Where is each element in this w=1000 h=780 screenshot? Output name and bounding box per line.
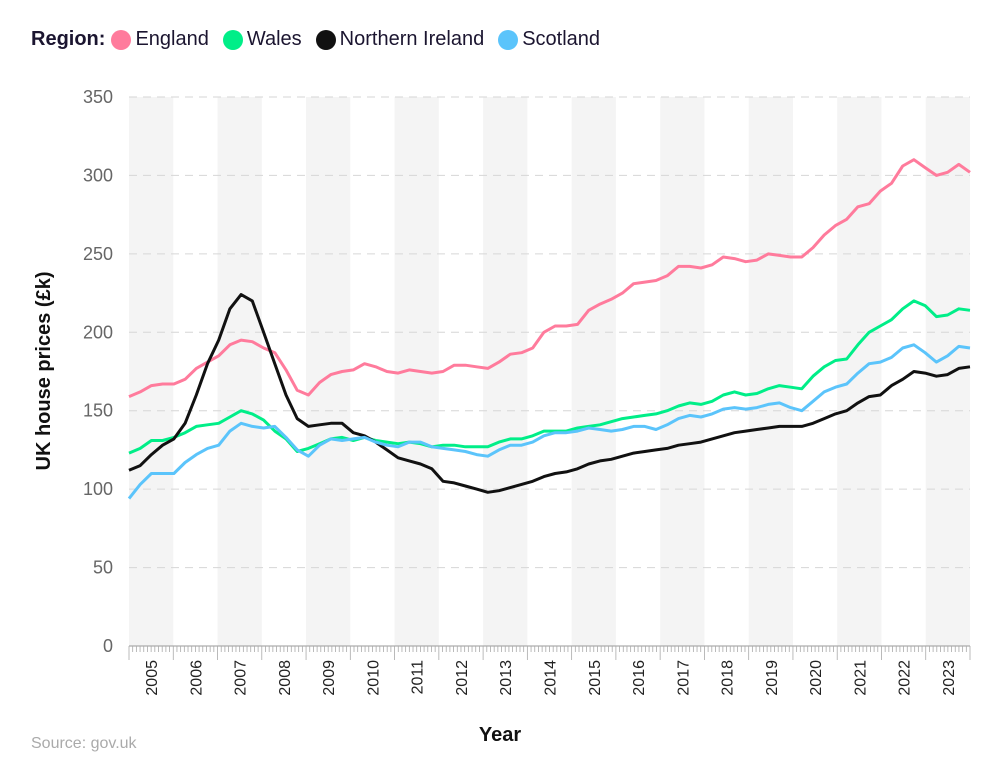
legend-item-england[interactable]: England (111, 28, 209, 51)
series-line-wales (128, 299, 971, 455)
y-tick-label: 300 (83, 165, 113, 185)
x-axis-label: Year (479, 724, 521, 746)
year-band (748, 97, 793, 646)
x-tick-label: 2007 (233, 660, 250, 696)
x-tick-label: 2018 (720, 660, 737, 696)
x-tick-label: 2023 (941, 660, 958, 696)
x-tick-label: 2011 (410, 660, 427, 695)
x-tick-label: 2008 (277, 660, 294, 696)
legend-item-scotland[interactable]: Scotland (498, 28, 600, 51)
year-band (925, 97, 970, 646)
legend-label: Wales (246, 28, 302, 50)
year-band (483, 97, 528, 646)
y-tick-label: 50 (93, 558, 113, 578)
series-line-scotland (127, 343, 971, 500)
year-band (217, 97, 262, 646)
wales-swatch (222, 29, 243, 50)
legend-item-northern-ireland[interactable]: Northern Ireland (315, 28, 485, 51)
x-tick-label: 2006 (188, 660, 205, 696)
x-tick-label: 2016 (631, 660, 648, 696)
y-tick-label: 0 (103, 636, 113, 656)
y-tick-label: 100 (83, 479, 113, 499)
y-tick-label: 200 (83, 322, 113, 342)
legend: Region: England Wales Northern Ireland S… (31, 28, 614, 51)
x-tick-label: 2012 (454, 660, 471, 696)
y-tick-label: 350 (83, 87, 113, 107)
y-tick-label: 150 (83, 401, 113, 421)
legend-label: Scotland (522, 28, 601, 50)
year-band (571, 97, 616, 646)
x-tick-label: 2014 (543, 660, 560, 696)
source-note: Source: gov.uk (31, 735, 137, 752)
legend-label: England (135, 28, 209, 50)
legend-label: Northern Ireland (339, 28, 485, 50)
x-tick-label: 2009 (321, 660, 338, 696)
x-tick-label: 2022 (897, 660, 914, 696)
x-tick-label: 2017 (675, 660, 692, 696)
northern-ireland-swatch (315, 29, 336, 50)
series-line-northern-ireland (128, 293, 971, 494)
legend-item-wales[interactable]: Wales (222, 28, 302, 51)
y-tick-label: 250 (83, 244, 113, 264)
x-tick-label: 2010 (365, 660, 382, 696)
x-tick-label: 2020 (808, 660, 825, 696)
y-axis-label: UK house prices (£k) (33, 272, 55, 471)
x-tick-label: 2013 (498, 660, 515, 696)
x-tick-label: 2021 (852, 660, 869, 696)
scotland-swatch (498, 29, 519, 50)
year-band (129, 97, 174, 646)
x-tick-label: 2015 (587, 660, 604, 696)
england-swatch (111, 29, 132, 50)
legend-title: Region: (31, 28, 106, 50)
x-tick-label: 2005 (144, 660, 161, 696)
x-tick-label: 2019 (764, 660, 781, 696)
year-band (660, 97, 705, 646)
